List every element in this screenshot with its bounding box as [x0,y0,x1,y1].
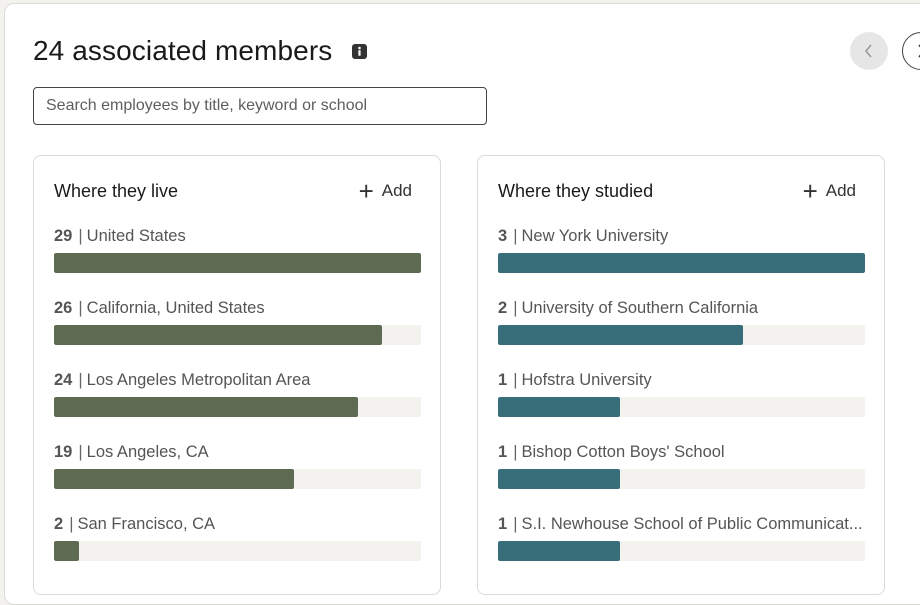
item-count: 2 [498,299,508,317]
bar-fill [54,325,383,345]
bar-track [54,253,421,273]
previous-button[interactable] [850,32,888,70]
bar-fill [498,469,621,489]
bar-fill [54,541,80,561]
list-item[interactable]: 29 | United States [54,226,421,273]
bar-fill [54,469,295,489]
list-item[interactable]: 1 | Bishop Cotton Boys' School [498,442,865,489]
item-count: 19 [54,443,73,461]
card-title: Where they studied [498,181,654,201]
add-location-button[interactable]: + Add [358,176,412,206]
list-item[interactable]: 3 | New York University [498,226,865,273]
item-label: San Francisco, CA [77,515,216,533]
bar-track [498,325,865,345]
chevron-left-icon [864,44,872,58]
list-item[interactable]: 24 | Los Angeles Metropolitan Area [54,370,421,417]
bar-fill [54,397,358,417]
list-item[interactable]: 19 | Los Angeles, CA [54,442,421,489]
item-count: 2 [54,515,64,533]
bar-fill [54,253,421,273]
bar-track [54,541,421,561]
bar-track [54,469,421,489]
list-item[interactable]: 2 | San Francisco, CA [54,514,421,561]
add-school-button[interactable]: + Add [802,176,856,206]
bar-fill [498,541,621,561]
bar-track [498,541,865,561]
card-where-they-live: Where they live + Add 29 | United States 2… [33,155,441,595]
item-label: New York University [521,227,669,245]
bar-fill [498,397,621,417]
item-count: 24 [54,371,73,389]
item-count: 29 [54,227,73,245]
bar-track [498,397,865,417]
bar-track [54,325,421,345]
item-label: S.I. Newhouse School of Public Communica… [521,515,863,533]
bar-fill [498,325,743,345]
item-label: Los Angeles Metropolitan Area [86,371,311,389]
item-count: 26 [54,299,73,317]
item-label: Hofstra University [521,371,652,389]
list-item[interactable]: 1 | Hofstra University [498,370,865,417]
chevron-right-icon [918,44,920,58]
plus-icon: + [802,176,818,206]
page-title: 24 associated members [33,35,333,66]
item-label: United States [86,227,186,245]
card-title: Where they live [54,181,179,201]
item-count: 1 [498,515,508,533]
item-count: 1 [498,371,508,389]
bar-track [54,397,421,417]
card-where-they-studied: Where they studied + Add 3 | New York Univ… [477,155,885,595]
info-icon[interactable] [352,44,367,59]
list-item[interactable]: 26 | California, United States [54,298,421,345]
bar-fill [498,253,865,273]
search-input[interactable] [33,87,487,125]
item-label: California, United States [86,299,265,317]
item-count: 3 [498,227,508,245]
item-label: University of Southern California [521,299,759,317]
item-label: Bishop Cotton Boys' School [521,443,725,461]
list-item[interactable]: 2 | University of Southern California [498,298,865,345]
item-label: Los Angeles, CA [86,443,209,461]
item-count: 1 [498,443,508,461]
list-item[interactable]: 1 | S.I. Newhouse School of Public Communi… [498,514,865,561]
plus-icon: + [358,176,374,206]
bar-track [498,469,865,489]
bar-track [498,253,865,273]
